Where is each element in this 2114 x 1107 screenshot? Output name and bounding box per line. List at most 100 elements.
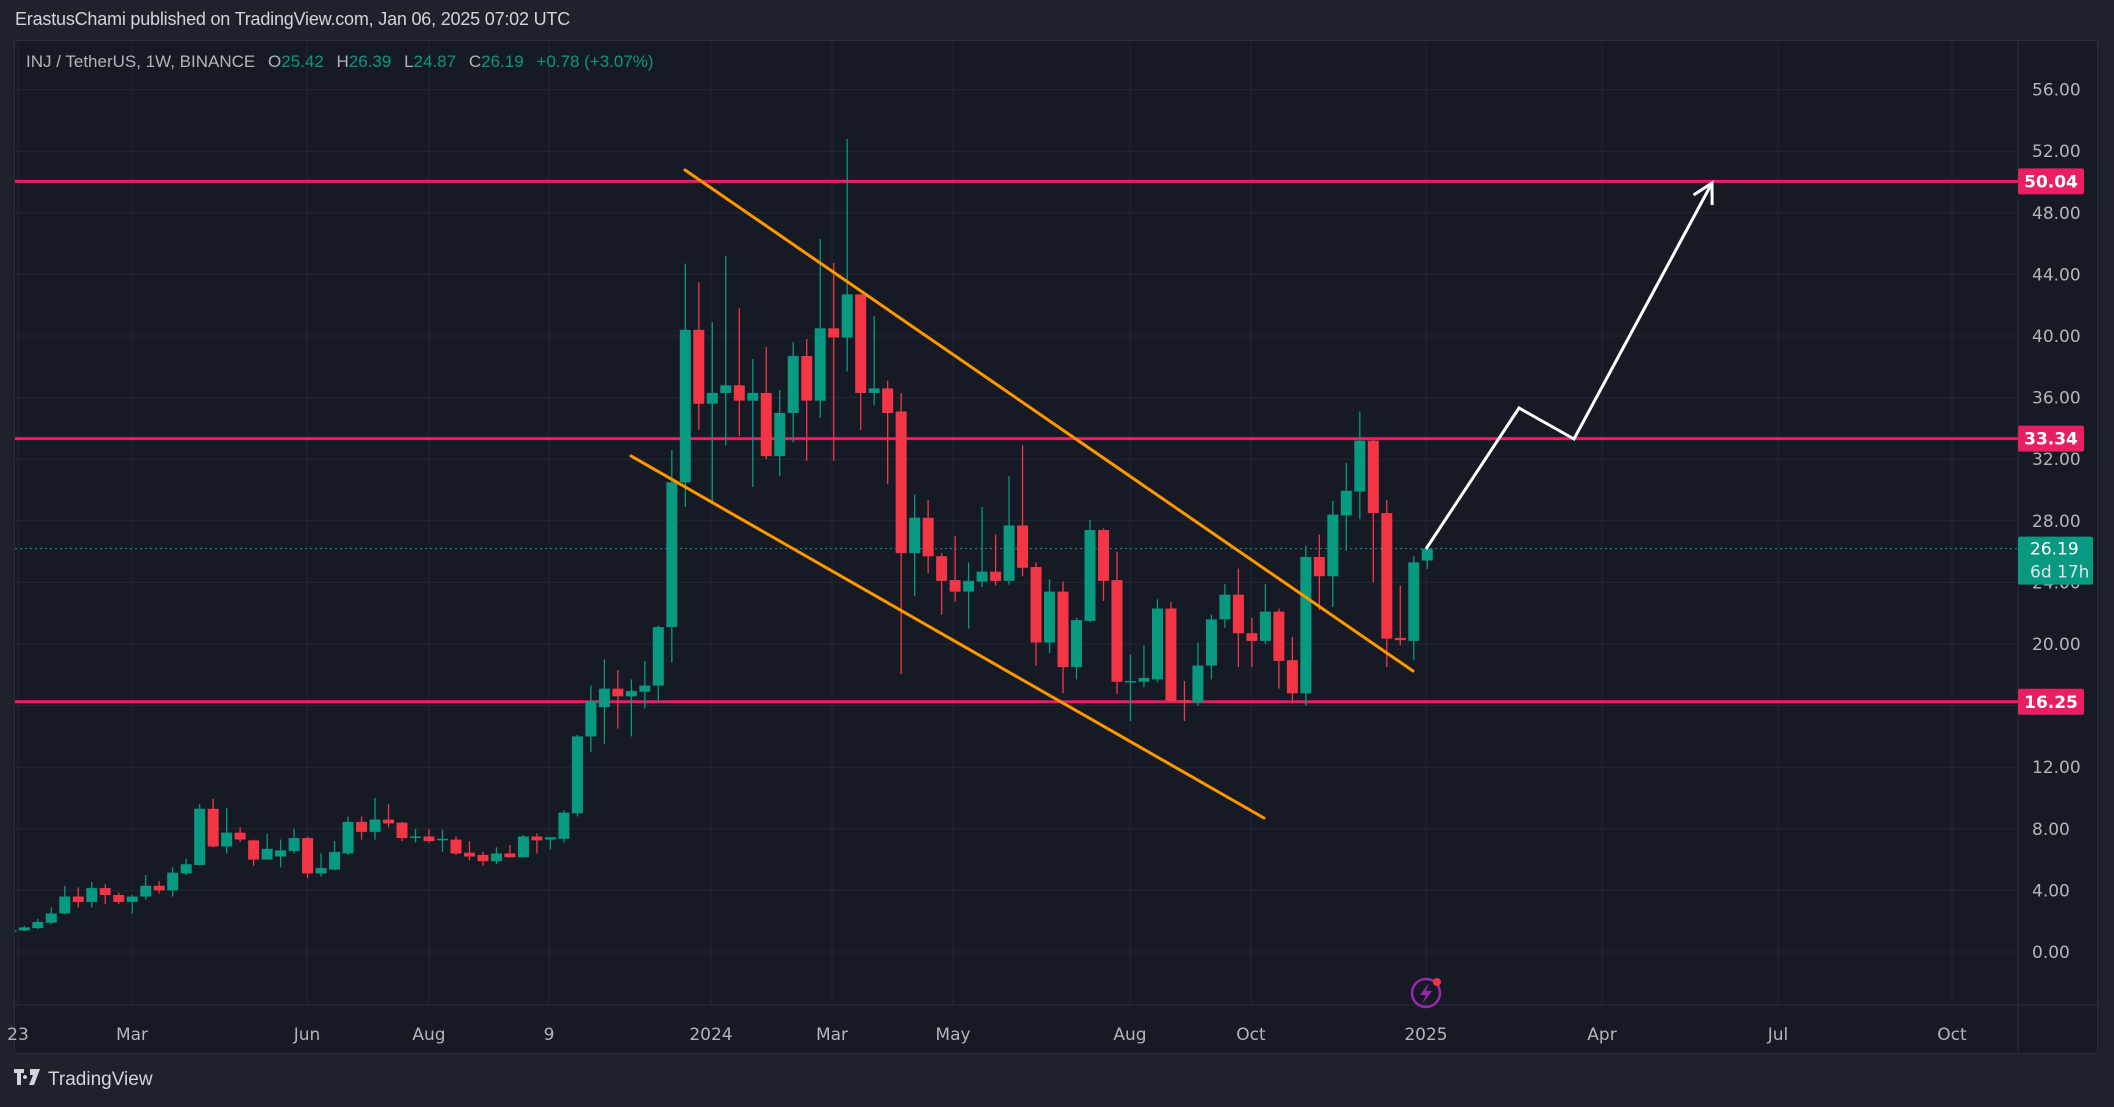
candle[interactable]	[1138, 645, 1150, 688]
candle[interactable]	[517, 834, 529, 858]
candle[interactable]	[248, 839, 260, 866]
plot-area[interactable]	[5, 138, 2018, 932]
time-axis[interactable]: 23 Mar Jun Aug 9 2024 Mar May Aug Oct 2025 Apr Jul Oc…	[7, 1025, 1967, 1045]
candle[interactable]	[666, 449, 678, 663]
candle[interactable]	[194, 804, 206, 866]
candle[interactable]	[261, 833, 273, 860]
candle[interactable]	[841, 138, 853, 372]
candle[interactable]	[1340, 463, 1352, 551]
candle[interactable]	[868, 315, 880, 406]
price-axis[interactable]: 56.00 52.00 48.00 44.00 40.00 36.00 32.00 28.00…	[2032, 81, 2081, 963]
candle[interactable]	[1124, 654, 1136, 721]
candle[interactable]	[45, 907, 57, 925]
candle[interactable]	[113, 892, 125, 905]
candle[interactable]	[922, 500, 934, 574]
candle[interactable]	[72, 887, 84, 908]
candle[interactable]	[126, 895, 138, 914]
candle[interactable]	[275, 839, 287, 868]
candle[interactable]	[855, 294, 867, 430]
candle[interactable]	[504, 844, 516, 858]
candle[interactable]	[1084, 520, 1096, 623]
candle[interactable]	[882, 380, 894, 484]
candle[interactable]	[909, 494, 921, 597]
candle[interactable]	[221, 808, 233, 854]
candle[interactable]	[558, 810, 570, 843]
candle[interactable]	[477, 851, 489, 866]
candle[interactable]	[1259, 583, 1271, 644]
candle[interactable]	[342, 816, 354, 855]
candle[interactable]	[774, 389, 786, 477]
candle[interactable]	[828, 262, 840, 461]
candle[interactable]	[976, 506, 988, 588]
candle[interactable]	[1111, 551, 1123, 695]
candle[interactable]	[410, 828, 422, 843]
candle[interactable]	[1327, 500, 1339, 608]
candle[interactable]	[1165, 601, 1177, 703]
candle[interactable]	[1003, 476, 1015, 585]
candle[interactable]	[936, 553, 948, 615]
candle[interactable]	[329, 841, 341, 871]
lightning-event-icon[interactable]	[1410, 977, 1442, 1009]
candle[interactable]	[207, 798, 219, 848]
candle[interactable]	[180, 858, 192, 875]
candle[interactable]	[1071, 617, 1083, 680]
candle[interactable]	[720, 255, 732, 446]
candle[interactable]	[1273, 608, 1285, 689]
candle[interactable]	[18, 925, 30, 932]
candle[interactable]	[32, 918, 44, 929]
candle[interactable]	[693, 282, 705, 430]
candle[interactable]	[1017, 445, 1029, 577]
candle[interactable]	[369, 798, 381, 840]
trendline-channel-lower[interactable]	[629, 454, 1266, 820]
candle[interactable]	[679, 263, 691, 507]
candle[interactable]	[1232, 568, 1244, 668]
candle[interactable]	[423, 828, 435, 843]
candle[interactable]	[315, 853, 327, 877]
candle[interactable]	[490, 847, 502, 865]
candle[interactable]	[531, 833, 543, 854]
candle[interactable]	[895, 392, 907, 675]
candle[interactable]	[544, 837, 556, 850]
tradingview-logo[interactable]: TradingView	[14, 1068, 153, 1091]
candle[interactable]	[706, 322, 718, 503]
candle[interactable]	[1367, 439, 1379, 583]
candle[interactable]	[356, 816, 368, 840]
candle[interactable]	[99, 884, 111, 905]
candle[interactable]	[963, 562, 975, 629]
candle[interactable]	[639, 660, 651, 709]
candle[interactable]	[1057, 581, 1069, 694]
candle[interactable]	[1030, 562, 1042, 666]
candle[interactable]	[625, 679, 637, 737]
candle[interactable]	[949, 536, 961, 602]
candle[interactable]	[1219, 583, 1231, 628]
candle[interactable]	[1354, 411, 1366, 520]
candle[interactable]	[234, 827, 246, 842]
candle[interactable]	[383, 804, 395, 828]
candle[interactable]	[652, 625, 664, 703]
candle[interactable]	[760, 346, 772, 460]
candle[interactable]	[1151, 599, 1163, 683]
candle[interactable]	[140, 875, 152, 900]
candle[interactable]	[396, 821, 408, 842]
candle[interactable]	[436, 829, 448, 852]
candle[interactable]	[787, 342, 799, 443]
candle[interactable]	[612, 670, 624, 729]
projection-path[interactable]	[1424, 182, 1714, 550]
candle[interactable]	[1286, 637, 1298, 704]
candle[interactable]	[814, 238, 826, 418]
candle[interactable]	[1408, 556, 1420, 661]
candle[interactable]	[1313, 534, 1325, 611]
candle[interactable]	[1246, 617, 1258, 668]
candle[interactable]	[1192, 642, 1204, 706]
candle[interactable]	[86, 881, 98, 908]
chart-frame[interactable]	[14, 40, 2098, 1054]
candle[interactable]	[463, 841, 475, 861]
trendline-channel-upper[interactable]	[683, 168, 1415, 673]
candle[interactable]	[450, 836, 462, 855]
candle[interactable]	[153, 881, 165, 894]
candle[interactable]	[1178, 680, 1190, 721]
candle[interactable]	[1381, 500, 1393, 668]
candle[interactable]	[5, 930, 17, 932]
candle[interactable]	[990, 534, 1002, 586]
